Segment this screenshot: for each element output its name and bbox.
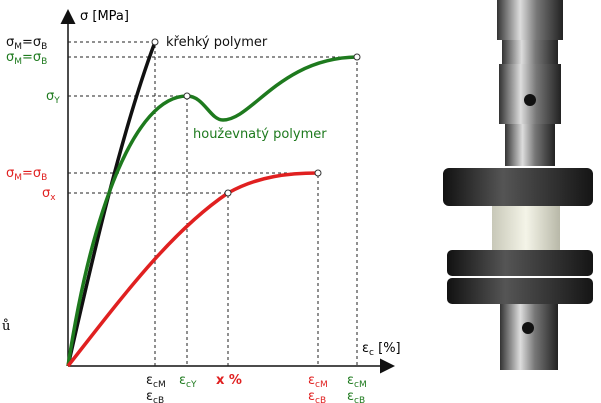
x-label: εcM xyxy=(146,373,166,390)
label-part: cB xyxy=(153,396,164,403)
y-label: σM=σB xyxy=(6,50,47,67)
brittle-curve xyxy=(66,41,157,367)
x-label: εcY xyxy=(179,373,197,390)
points xyxy=(151,38,361,197)
x-label: εcB xyxy=(347,389,365,403)
label-part: ε xyxy=(146,373,153,388)
label-part: ε xyxy=(347,389,354,403)
label-part: ε xyxy=(179,373,186,388)
y-label: σx xyxy=(42,186,56,203)
x-label: εcM xyxy=(347,373,367,390)
label-part: B xyxy=(41,173,47,183)
x-axis-label: εc [%] xyxy=(362,341,401,358)
y-axis-label: σ [MPa] xyxy=(80,9,129,24)
label-part: cB xyxy=(354,396,365,403)
stray-char: ů xyxy=(2,318,10,334)
label-part: σ xyxy=(42,186,50,201)
label-part: ε xyxy=(308,373,315,388)
third-curve xyxy=(66,171,319,368)
label-part: ε xyxy=(146,389,153,403)
label-part: cM xyxy=(354,380,367,390)
x-label: x % xyxy=(216,373,242,388)
label-part: σ xyxy=(6,35,14,50)
y-label: σM=σB xyxy=(6,35,47,52)
label-part: =σ xyxy=(22,166,41,181)
label-part: Y xyxy=(53,96,60,106)
brittle-label: křehký polymer xyxy=(166,35,268,50)
y-label: σY xyxy=(46,89,60,106)
photo xyxy=(443,0,593,370)
x-label: εcB xyxy=(146,389,164,403)
label-part: cB xyxy=(315,396,326,403)
label-part: cM xyxy=(153,380,166,390)
x-label: εcM xyxy=(308,373,328,390)
label-part: σ xyxy=(6,166,14,181)
y-label: σM=σB xyxy=(6,166,47,183)
label-part: B xyxy=(41,57,47,67)
label-part: σ xyxy=(6,50,14,65)
x-label: εcB xyxy=(308,389,326,403)
label-part: ε xyxy=(347,373,354,388)
label-part: σ xyxy=(46,89,54,104)
label-part: ε xyxy=(362,341,369,356)
label-part: cM xyxy=(315,380,328,390)
label-part: M xyxy=(14,57,22,67)
label-part: =σ xyxy=(22,35,41,50)
label-part: x xyxy=(50,193,56,203)
ductile-curve xyxy=(66,55,358,367)
label-part: [%] xyxy=(374,341,401,356)
label-part: M xyxy=(14,173,22,183)
label-part: M xyxy=(14,42,22,52)
label-part: c xyxy=(369,348,374,358)
label-part: =σ xyxy=(22,50,41,65)
label-part: ε xyxy=(308,389,315,403)
label-part: cY xyxy=(186,380,197,390)
label-part: B xyxy=(41,42,47,52)
ductile-label: houževnatý polymer xyxy=(193,127,327,142)
